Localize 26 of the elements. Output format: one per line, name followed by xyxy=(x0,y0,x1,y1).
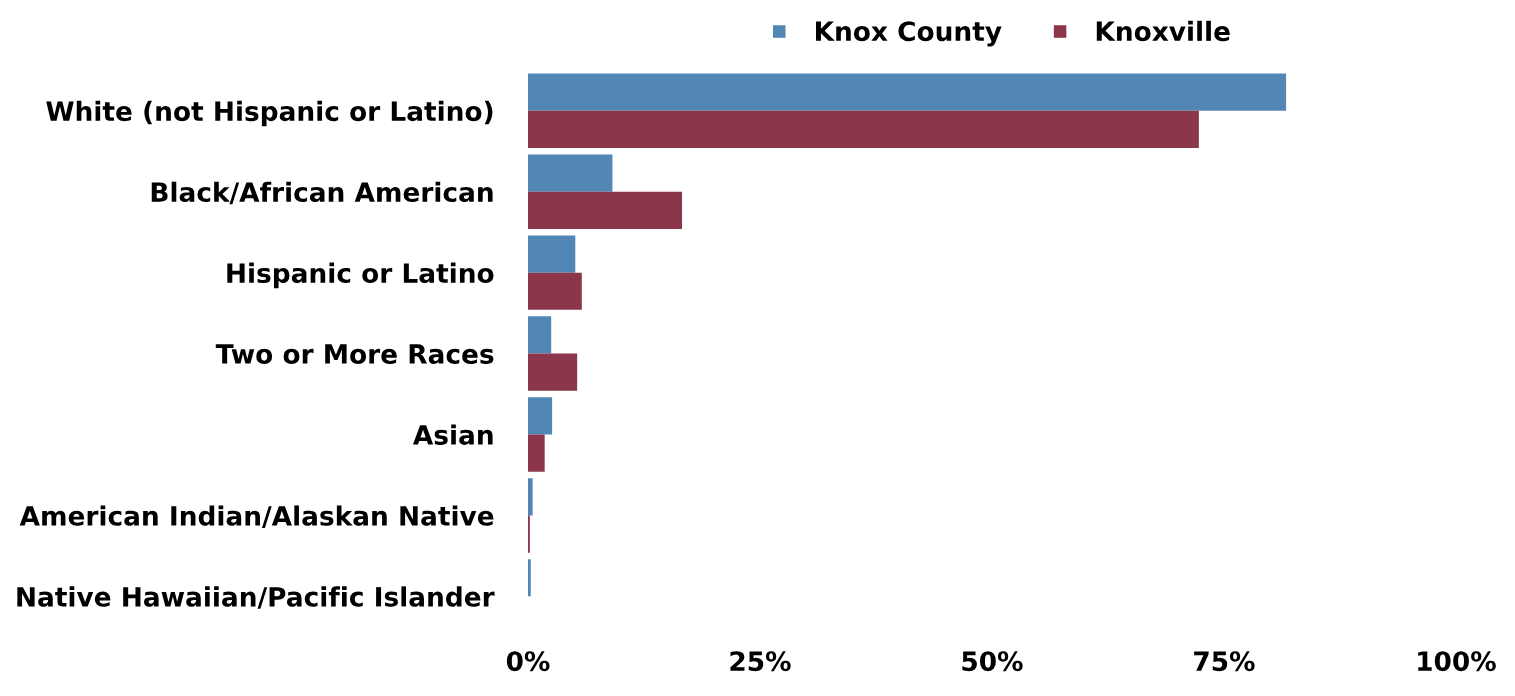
y-tick-label: White (not Hispanic or Latino) xyxy=(46,100,493,127)
bar xyxy=(527,235,576,273)
bar xyxy=(527,397,553,435)
bar xyxy=(527,191,683,229)
y-tick-label: Asian xyxy=(413,424,493,445)
bar xyxy=(527,316,552,354)
y-tick-label: Hispanic or Latino xyxy=(227,262,494,289)
y-tick-label: Black/African American xyxy=(151,181,493,205)
x-tick-label: 25% xyxy=(730,651,791,672)
bar xyxy=(527,559,531,597)
y-tick-label: Two or More Races xyxy=(215,344,494,364)
y-tick-label: Native Hawaiian/Pacific Islander xyxy=(17,586,495,609)
x-tick-label: 100% xyxy=(1418,651,1496,672)
bar xyxy=(527,434,545,472)
x-tick-label: 0% xyxy=(506,651,550,672)
x-tick-label: 50% xyxy=(962,651,1023,672)
bar xyxy=(527,272,582,310)
bar xyxy=(527,110,1199,148)
bar xyxy=(527,353,578,391)
bar xyxy=(527,154,613,192)
legend-label: Knox County xyxy=(816,21,1002,47)
bar xyxy=(527,478,533,516)
x-tick-label: 75% xyxy=(1194,651,1255,672)
y-tick-label: American Indian/Alaskan Native xyxy=(19,505,494,528)
bar xyxy=(527,73,1287,111)
legend-label: Knoxville xyxy=(1096,20,1230,42)
